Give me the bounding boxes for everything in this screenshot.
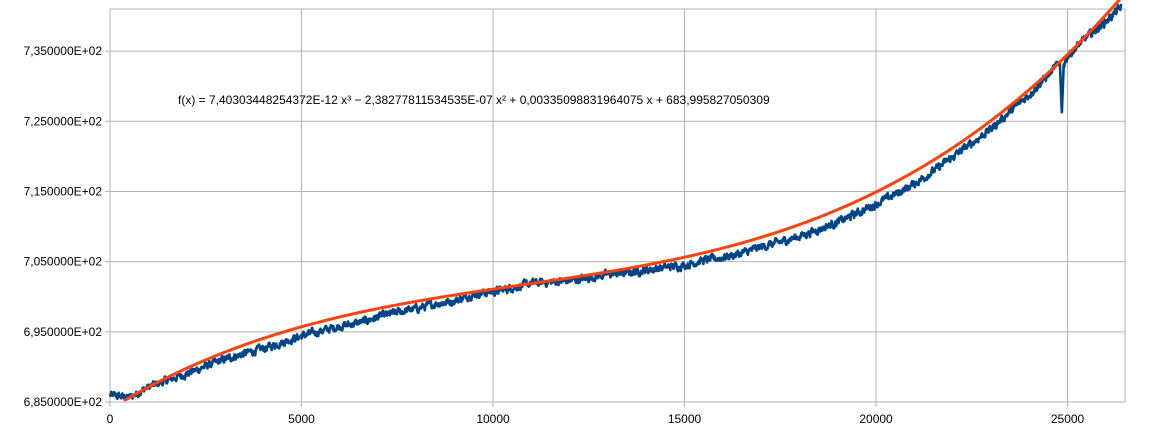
trendline-equation: f(x) = 7,40303448254372E-12 x³ − 2,38277… [178, 93, 770, 107]
y-tick-label: 7,250000E+02 [24, 114, 103, 128]
y-tick-label: 6,850000E+02 [24, 395, 103, 409]
x-tick-label: 20000 [859, 412, 893, 426]
trendline [123, 0, 1122, 402]
y-tick-label: 7,150000E+02 [24, 184, 103, 198]
x-tick-label: 0 [107, 412, 114, 426]
axes: 6,850000E+02 6,950000E+02 7,050000E+02 7,15… [24, 44, 1085, 426]
grid [109, 8, 1126, 403]
x-tick-label: 15000 [668, 412, 702, 426]
y-tick-label: 6,950000E+02 [24, 325, 103, 339]
x-tick-label: 10000 [476, 412, 510, 426]
series-layer [108, 0, 1123, 402]
x-tick-label: 5000 [288, 412, 315, 426]
y-tick-label: 7,050000E+02 [24, 255, 103, 269]
x-tick-label: 25000 [1051, 412, 1085, 426]
plot-area-border [109, 8, 1126, 403]
y-tick-label: 7,350000E+02 [24, 44, 103, 58]
